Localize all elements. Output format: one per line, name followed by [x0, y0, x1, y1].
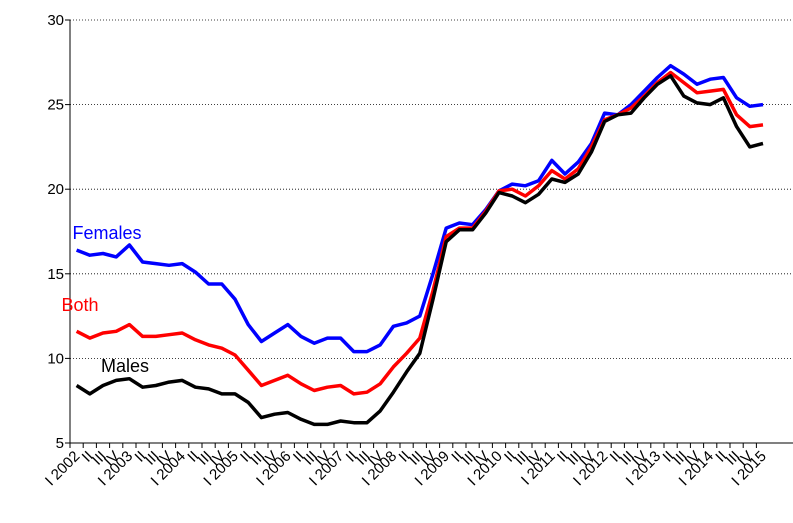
series-label: Males: [101, 356, 149, 376]
y-tick-label: 10: [47, 350, 64, 367]
series-label: Both: [61, 295, 98, 315]
series-label: Females: [72, 223, 141, 243]
y-tick-label: 20: [47, 181, 64, 198]
y-tick-label: 30: [47, 12, 64, 29]
y-tick-label: 25: [47, 97, 64, 114]
y-tick-label: 5: [56, 435, 64, 452]
line: [75, 70, 764, 396]
line: [75, 63, 764, 354]
x-tick-label: I 2002: [42, 448, 84, 490]
line: [75, 74, 764, 427]
y-tick-label: 15: [47, 266, 64, 283]
